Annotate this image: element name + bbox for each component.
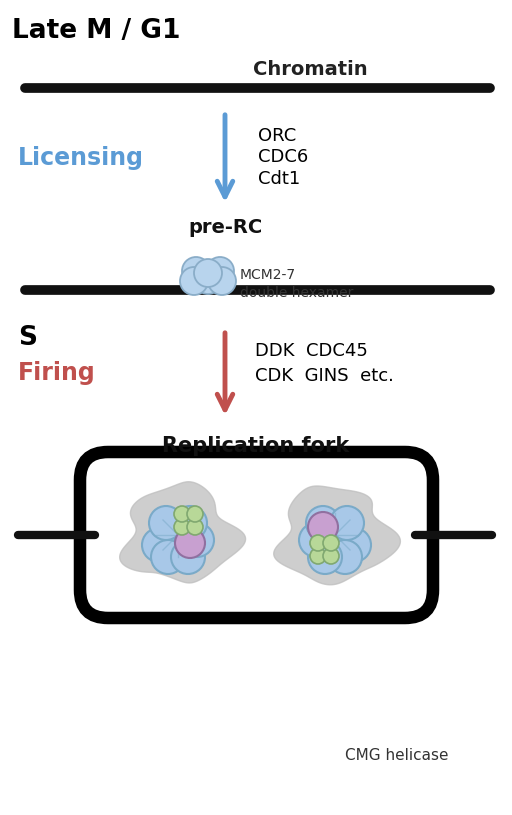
Circle shape	[187, 519, 203, 535]
Circle shape	[310, 548, 326, 564]
Circle shape	[175, 528, 205, 558]
Circle shape	[337, 528, 371, 562]
Text: pre-RC: pre-RC	[188, 218, 262, 237]
Circle shape	[151, 540, 185, 574]
Text: S: S	[18, 325, 37, 351]
Circle shape	[174, 519, 190, 535]
Circle shape	[182, 257, 210, 285]
Text: Cdt1: Cdt1	[258, 170, 300, 188]
Circle shape	[330, 506, 364, 540]
Text: ORC: ORC	[258, 127, 296, 145]
Circle shape	[149, 506, 183, 540]
Text: Late M / G1: Late M / G1	[12, 18, 181, 44]
Circle shape	[299, 523, 333, 557]
Circle shape	[308, 512, 338, 542]
FancyBboxPatch shape	[80, 452, 433, 618]
Circle shape	[194, 266, 222, 294]
Circle shape	[187, 506, 203, 522]
Text: Chromatin: Chromatin	[253, 60, 367, 79]
Text: Replication fork: Replication fork	[162, 436, 350, 456]
Circle shape	[194, 259, 222, 287]
Text: DDK  CDC45
CDK  GINS  etc.: DDK CDC45 CDK GINS etc.	[255, 342, 394, 385]
Circle shape	[308, 540, 342, 574]
Polygon shape	[120, 482, 246, 583]
Text: Licensing: Licensing	[18, 146, 144, 170]
Text: Firing: Firing	[18, 361, 96, 385]
Text: CDC6: CDC6	[258, 148, 308, 166]
Circle shape	[310, 535, 326, 551]
Polygon shape	[274, 486, 400, 585]
Circle shape	[180, 523, 214, 557]
Circle shape	[306, 506, 340, 540]
Circle shape	[174, 506, 190, 522]
Circle shape	[180, 267, 208, 295]
Circle shape	[208, 267, 236, 295]
Circle shape	[323, 535, 339, 551]
Text: CMG helicase: CMG helicase	[345, 748, 449, 763]
Text: MCM2-7
double hexamer: MCM2-7 double hexamer	[240, 268, 353, 301]
Circle shape	[328, 540, 362, 574]
Circle shape	[142, 528, 176, 562]
Circle shape	[173, 506, 207, 540]
Circle shape	[171, 540, 205, 574]
Circle shape	[323, 548, 339, 564]
Circle shape	[206, 257, 234, 285]
